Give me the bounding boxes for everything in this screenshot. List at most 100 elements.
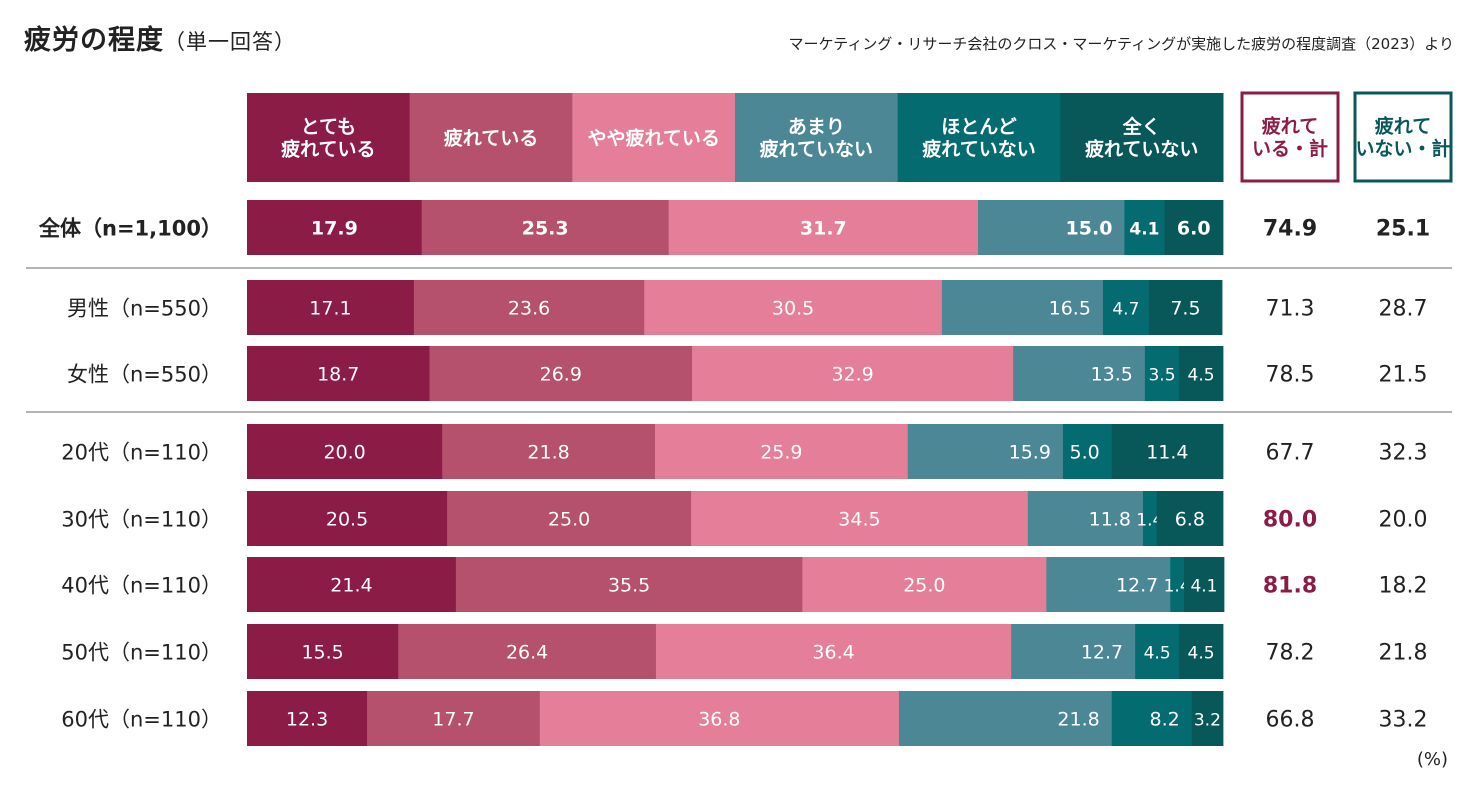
data-label: 15.5 [301, 642, 343, 664]
legend-swatch [572, 93, 736, 182]
legend-label: やや疲れている [587, 126, 719, 149]
data-label: 11.8 [1089, 509, 1131, 531]
data-label: 1.4 [1164, 577, 1191, 597]
bar-segment [421, 200, 670, 255]
data-label: 15.9 [1009, 442, 1051, 464]
data-label: 13.5 [1091, 364, 1133, 386]
tired-total-value: 81.8 [1263, 574, 1317, 599]
tired-total-value: 80.0 [1263, 508, 1317, 533]
bar-segment [668, 200, 979, 255]
data-label: 21.4 [330, 575, 372, 597]
data-label: 1.4 [1136, 511, 1163, 531]
row-label: 20代（n=110） [61, 441, 222, 465]
bar-segment [247, 491, 448, 546]
data-label: 17.1 [309, 298, 351, 320]
bar-segment [654, 424, 909, 479]
bar-segment [1135, 624, 1180, 679]
bar-segment [1011, 624, 1136, 679]
unit-label: (%) [1417, 749, 1448, 770]
bar-segment [247, 424, 443, 479]
tired-total-value: 78.5 [1266, 363, 1315, 388]
data-label: 7.5 [1170, 298, 1200, 320]
bar-segment [1046, 557, 1171, 612]
bar-segment [1183, 557, 1225, 612]
data-label: 23.6 [508, 298, 550, 320]
data-label: 21.8 [1057, 709, 1099, 731]
data-label: 4.1 [1129, 220, 1159, 240]
bar-segment [941, 280, 1104, 335]
data-label: 36.8 [698, 709, 740, 731]
data-label: 26.9 [540, 364, 582, 386]
row-label: 女性（n=550） [67, 363, 222, 387]
data-label: 25.3 [522, 218, 569, 240]
bar-segment [398, 624, 657, 679]
bar-segment [691, 491, 1029, 546]
bar-segment [247, 280, 415, 335]
data-label: 16.5 [1049, 298, 1091, 320]
legend-label: ほとんど疲れていない [922, 116, 1035, 160]
row-label: 30代（n=110） [61, 508, 222, 532]
bar-segment [692, 346, 1014, 401]
data-label: 6.0 [1177, 218, 1211, 240]
tired-total-value: 78.2 [1266, 641, 1315, 666]
data-label: 35.5 [608, 575, 650, 597]
not-tired-total-value: 21.8 [1379, 641, 1428, 666]
bar-segment [898, 691, 1113, 746]
bar-segment [655, 624, 1012, 679]
bar-segment [1170, 557, 1185, 612]
legend-label: 疲れている [444, 126, 538, 149]
data-label: 25.0 [903, 575, 945, 597]
bar-segment [247, 691, 368, 746]
row-label: 40代（n=110） [61, 574, 222, 598]
chart-title: 疲労の程度（単一回答） [24, 25, 296, 56]
bar-segment [978, 200, 1125, 255]
legend-swatch [247, 93, 411, 182]
data-label: 30.5 [772, 298, 814, 320]
not-tired-total-header-box [1353, 91, 1453, 183]
bar-segment [247, 557, 457, 612]
bar-segment [1027, 491, 1144, 546]
data-label: 4.5 [1188, 644, 1215, 664]
bar-segment [447, 491, 692, 546]
bar-segment [539, 691, 900, 746]
bar-segment [644, 280, 943, 335]
tired-total-value: 67.7 [1266, 441, 1315, 466]
legend-swatch [1060, 93, 1224, 182]
bar-segment [907, 424, 1064, 479]
bar-segment [367, 691, 541, 746]
data-label: 25.0 [548, 509, 590, 531]
bar-segment [1111, 424, 1224, 479]
bar-segment [1111, 691, 1193, 746]
data-label: 31.7 [800, 218, 847, 240]
data-label: 21.8 [527, 442, 569, 464]
not-tired-total-value: 32.3 [1379, 441, 1428, 466]
legend-swatch [897, 93, 1061, 182]
chart-subtitle: （単一回答） [164, 30, 296, 54]
tired-total-header-box [1240, 91, 1340, 183]
not-tired-total-value: 28.7 [1379, 297, 1428, 322]
bar-segment [1148, 280, 1223, 335]
bar-segment [1062, 424, 1113, 479]
data-label: 4.7 [1112, 300, 1139, 320]
bar-segment [1102, 280, 1150, 335]
tired-total-value: 66.8 [1266, 708, 1315, 733]
bar-segment [1179, 624, 1224, 679]
bar-segment [1156, 491, 1224, 546]
legend-label: 全く疲れていない [1085, 115, 1198, 160]
data-label: 3.5 [1148, 366, 1175, 386]
bar-segment [455, 557, 803, 612]
data-label: 5.0 [1070, 442, 1100, 464]
legend-label: あまり疲れていない [760, 116, 873, 160]
data-label: 32.9 [831, 364, 873, 386]
data-label: 15.0 [1066, 218, 1113, 240]
bar-segment [1191, 691, 1224, 746]
data-label: 36.4 [812, 642, 854, 664]
data-label: 4.1 [1190, 577, 1217, 597]
chart-source: マーケティング・リサーチ会社のクロス・マーケティングが実施した疲労の程度調査（2… [788, 35, 1454, 53]
bar-segment [1142, 491, 1158, 546]
data-label: 20.0 [323, 442, 365, 464]
bar-segment [247, 624, 399, 679]
bar-segment [247, 346, 430, 401]
data-label: 6.8 [1175, 509, 1205, 531]
